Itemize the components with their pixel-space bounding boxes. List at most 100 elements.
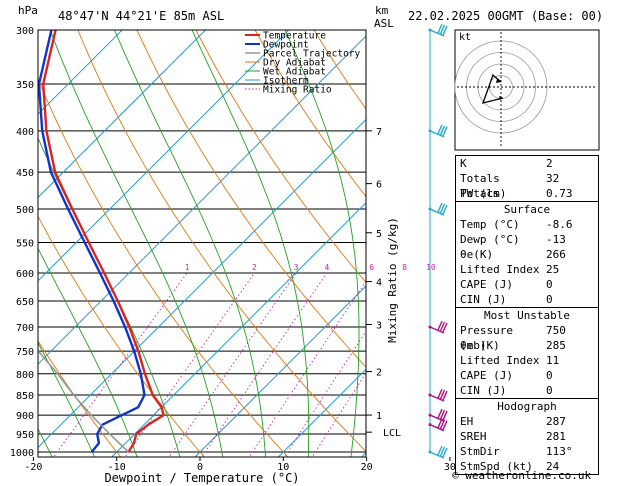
pressure-tick-label: 950 [16, 430, 34, 441]
pressure-tick-label: 350 [16, 80, 34, 91]
wind-barb [428, 445, 448, 459]
x-tick-label: 0 [197, 462, 203, 473]
isotherm [38, 30, 290, 282]
legend-entry: Mixing Ratio [263, 85, 332, 96]
isotherm [110, 201, 366, 457]
legend-entry: Isotherm [263, 76, 309, 87]
isotherm [38, 35, 366, 365]
wet-adiabat [38, 247, 138, 457]
dry-adiabat [195, 30, 366, 283]
surface-row-value: 0 [546, 293, 553, 306]
pressure-tick-label: 800 [16, 370, 34, 381]
legend-entry: Parcel Trajectory [263, 49, 361, 60]
surface-row-value: -8.6 [546, 218, 573, 231]
wind-barbs [428, 23, 448, 459]
pressure-tick-label: 600 [16, 269, 34, 280]
wet-adiabat [38, 341, 96, 457]
dry-adiabat [38, 77, 289, 457]
most-unstable-row-value: 0 [546, 369, 553, 382]
hodograph: kt [454, 29, 600, 151]
wet-adiabat [49, 30, 224, 457]
dry-adiabat [77, 30, 366, 453]
mixing-ratio-axis-label: Mixing Ratio (g/kg) [386, 217, 399, 343]
x-tick-label: 20 [361, 462, 373, 473]
surface-row-value: 25 [546, 263, 560, 276]
series-dewpoint [38, 30, 146, 453]
surface-row: Temp (°C) -8.6 [456, 217, 598, 232]
wind-barb [428, 418, 448, 432]
mixing-ratio-line [124, 272, 255, 457]
isotherm [38, 30, 123, 115]
wind-barb [428, 408, 448, 422]
asl-label: ASL [374, 17, 394, 30]
storm-motion-arrow [496, 79, 501, 83]
location-title: 48°47'N 44°21'E 85m ASL [58, 9, 224, 23]
wind-barb [428, 23, 448, 37]
index-row-value: 2 [546, 157, 553, 170]
dry-adiabat [254, 30, 366, 198]
most-unstable-row-label: θe (K) [460, 339, 500, 352]
mixing-ratio-tick-label: 1 [185, 263, 190, 272]
hodograph-row-value: 113° [546, 445, 573, 458]
hodograph-row-label: EH [460, 415, 474, 428]
datetime-title: 22.02.2025 00GMT (Base: 00) [408, 9, 603, 23]
pressure-tick-label: 300 [16, 26, 34, 37]
most-unstable-row-value: 11 [546, 354, 560, 367]
surface-row-value: 266 [546, 248, 566, 261]
dry-adiabat [38, 340, 122, 457]
series-parcel-trajectory [38, 349, 129, 453]
hodograph-row-value: 281 [546, 430, 566, 443]
dry-adiabat [38, 215, 205, 457]
hodograph-row: StmDir 113° [456, 444, 598, 459]
most-unstable-row-value: 285 [546, 339, 566, 352]
km-tick-label: 3 [376, 320, 382, 331]
isotherm [277, 368, 366, 457]
most-unstable-row-value: 750 [546, 324, 566, 337]
wet-adiabat [191, 30, 310, 457]
hodograph-arrow [499, 96, 503, 100]
copyright-footer: © weatheronline.co.uk [452, 469, 592, 482]
most-unstable-row: Lifted Index 11 [456, 353, 598, 368]
wind-barb [428, 388, 448, 402]
hodograph-row: SREH 281 [456, 429, 598, 444]
most-unstable-row-label: Lifted Index [460, 354, 540, 367]
km-tick-label: 4 [376, 278, 382, 289]
wet-adiabat [114, 30, 266, 457]
hodograph-table-section: Hodograph EH 287 SREH 281 StmDir 113° StmSpd (… [456, 398, 598, 474]
dry-adiabat [599, 18, 629, 469]
mixing-ratio-tick-label: 4 [324, 263, 329, 272]
most-unstable-row-label: CIN (J) [460, 384, 507, 397]
pressure-tick-label: 850 [16, 391, 34, 402]
surface-row: CAPE (J) 0 [456, 277, 598, 292]
mixing-ratio-tick-label: 6 [369, 263, 374, 272]
legend-entry: Wet Adiabat [263, 67, 326, 78]
hodograph-row: StmSpd (kt) 24 [456, 459, 598, 474]
wind-barb [428, 202, 448, 216]
series-temperature [42, 30, 165, 453]
pressure-tick-label: 450 [16, 168, 34, 179]
legend-entry: Dewpoint [263, 40, 309, 51]
hodograph-row-label: StmSpd (kt) [460, 460, 533, 473]
hodograph-unit-label: kt [459, 32, 471, 43]
km-tick-label: 2 [376, 368, 382, 379]
surface-row: Dewp (°C) -13 [456, 232, 598, 247]
surface-row-label: Lifted Index [460, 263, 540, 276]
hodograph-trace [481, 73, 504, 104]
surface-row: Lifted Index 25 [456, 262, 598, 277]
plot-frame [37, 29, 367, 458]
surface-row-label: Dewp (°C) [460, 233, 520, 246]
surface-row-label: θe(K) [460, 248, 494, 261]
pressure-tick-label: 500 [16, 205, 34, 216]
isotherm [38, 30, 207, 199]
most-unstable-row-label: Pressure (mb) [460, 324, 513, 352]
most-unstable-row: CIN (J) 0 [456, 383, 598, 398]
km-tick-label: 7 [376, 127, 382, 138]
x-tick-label: 30 [444, 462, 456, 473]
surface-row-value: 0 [546, 278, 553, 291]
surface-section: Surface Temp (°C) -8.6 Dewp (°C) -13 θe(K) 26… [456, 201, 598, 307]
most-unstable-title: Most Unstable [483, 309, 571, 322]
surface-row-label: CIN (J) [460, 293, 507, 306]
